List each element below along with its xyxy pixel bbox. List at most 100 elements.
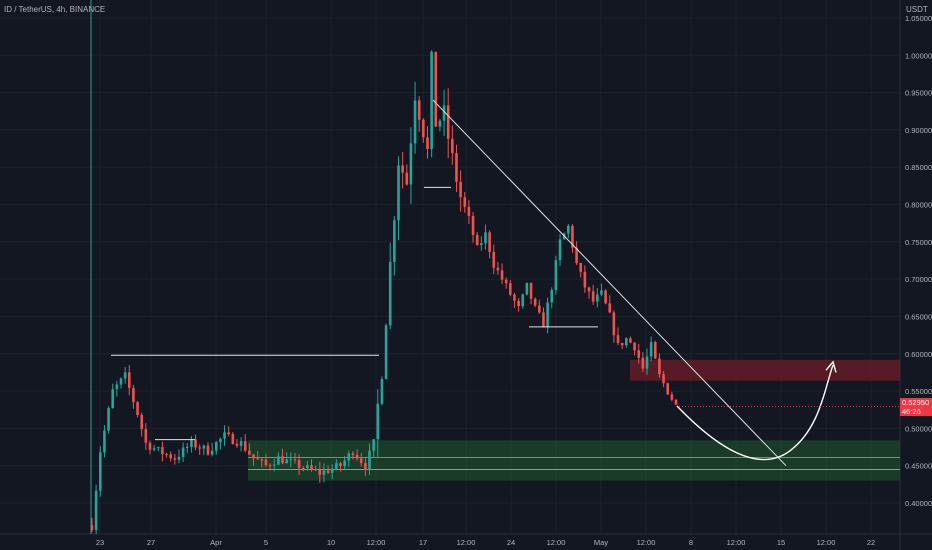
candle-body (111, 389, 115, 409)
candle-body (575, 247, 578, 264)
candle-body (533, 298, 537, 306)
candle-body (227, 432, 230, 435)
candle-body (260, 459, 264, 461)
candle-body (587, 287, 591, 292)
y-tick-label: 0.65000 (905, 312, 932, 321)
x-tick-label: 17 (419, 538, 427, 547)
candle-body (173, 458, 177, 460)
x-tick-label: 15 (777, 538, 785, 547)
y-tick-label: 0.90000 (905, 126, 932, 135)
x-tick-label: 12:00 (727, 538, 746, 547)
candle-body (181, 447, 185, 457)
x-tick-label: Apr (210, 538, 222, 547)
candle-body (388, 261, 392, 326)
candle-body (198, 447, 201, 449)
candle-body (467, 206, 471, 217)
candle-body (600, 290, 603, 295)
symbol-header: ID / TetherUS, 4h, BINANCE (4, 5, 106, 14)
candle-body (426, 137, 429, 150)
candle-body (115, 384, 119, 390)
candle-body (285, 459, 288, 464)
candle-body (326, 470, 330, 473)
resistance-zone (630, 359, 900, 381)
candle-body (376, 403, 380, 440)
candle-body (372, 439, 375, 451)
candle-body (90, 525, 94, 530)
candle-body (322, 470, 326, 475)
candle-body (645, 356, 649, 369)
x-tick-label: 27 (147, 538, 155, 547)
candle-body (434, 51, 438, 127)
candle-body (185, 446, 189, 448)
candle-body (264, 459, 268, 466)
y-tick-label: 0.75000 (905, 238, 932, 247)
candle-body (558, 239, 562, 261)
candle-body (330, 468, 334, 473)
x-tick-label: 24 (507, 538, 515, 547)
candle-body (521, 294, 525, 307)
candle-body (459, 181, 462, 198)
candle-body (248, 450, 251, 455)
price-axis[interactable]: 1.05000 1.00000 0.95000 0.90000 0.85000 0.800… (905, 14, 932, 508)
candle-body (674, 399, 678, 405)
candle-body (567, 225, 570, 234)
candle-body (442, 105, 446, 121)
candle-body (409, 143, 413, 185)
trendline[interactable] (432, 99, 787, 467)
candle-body (359, 458, 363, 464)
y-tick-label: 0.85000 (905, 163, 932, 172)
candle-body (364, 463, 367, 470)
support-zone (248, 440, 900, 481)
candle-body (455, 153, 458, 182)
candle-body (103, 430, 106, 453)
candle-body (306, 465, 309, 469)
candle-body (475, 234, 479, 246)
candle-body (161, 447, 164, 455)
candle-body (368, 450, 371, 470)
candle-body (413, 100, 417, 144)
candle-body (293, 459, 297, 461)
candle-body (243, 441, 247, 451)
candle-body (492, 251, 496, 268)
time-axis[interactable]: 23 27 Apr 5 10 12:00 17 12:00 24 12:00 May 12:00 8 12… (96, 538, 875, 547)
last-price-value: 0.52950 (902, 398, 930, 407)
candle-body (658, 358, 661, 375)
x-tick-label: 5 (264, 538, 268, 547)
y-tick-label: 1.00000 (905, 51, 932, 60)
candle-body (210, 450, 214, 455)
candle-body (156, 447, 160, 449)
candle-body (165, 454, 168, 456)
candle-body (496, 267, 500, 271)
candle-body (202, 445, 206, 449)
candle-body (310, 465, 313, 470)
candles (90, 50, 678, 535)
candle-body (301, 467, 305, 469)
candle-body (277, 456, 280, 465)
candle-body (94, 490, 98, 530)
y-tick-label: 0.55000 (905, 387, 932, 396)
bar-countdown: 46:26 (902, 407, 921, 416)
candle-body (666, 383, 670, 395)
candle-body (140, 414, 144, 430)
candle-body (513, 294, 516, 301)
candle-body (194, 439, 197, 448)
candle-body (152, 448, 156, 450)
candle-body (554, 260, 558, 290)
candle-body (550, 289, 554, 303)
candle-body (633, 342, 636, 351)
candle-body (127, 372, 131, 388)
candle-body (649, 342, 653, 357)
candle-body (624, 338, 628, 346)
projection-arrow[interactable] (676, 364, 834, 461)
x-tick-label: 10 (327, 538, 335, 547)
candle-body (484, 232, 487, 244)
arrow-head (825, 360, 837, 373)
candle-body (438, 120, 442, 127)
candle-body (612, 312, 616, 336)
candle-body (525, 282, 529, 295)
candle-body (480, 243, 483, 246)
candle-body (177, 456, 181, 460)
candle-body (297, 460, 301, 468)
candle-body (268, 465, 272, 467)
